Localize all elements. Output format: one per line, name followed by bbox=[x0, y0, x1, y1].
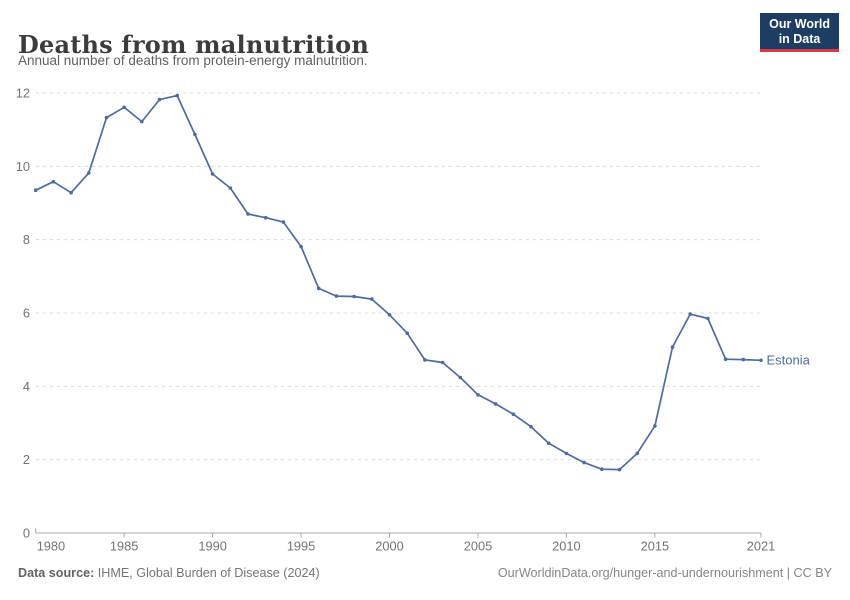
y-tick-label: 10 bbox=[16, 159, 30, 174]
y-tick-label: 2 bbox=[23, 452, 30, 467]
data-point bbox=[228, 186, 233, 190]
data-point bbox=[405, 331, 410, 336]
x-tick-label: 2000 bbox=[375, 539, 403, 554]
data-point bbox=[352, 294, 356, 299]
data-point bbox=[617, 467, 622, 472]
data-point bbox=[546, 441, 551, 446]
data-point bbox=[104, 115, 109, 120]
x-tick-label: 1980 bbox=[37, 539, 65, 554]
data-point bbox=[529, 424, 533, 429]
owid-logo-line2: in Data bbox=[778, 31, 821, 46]
chart-subtitle: Annual number of deaths from protein-ene… bbox=[18, 53, 368, 68]
data-point bbox=[175, 93, 179, 98]
y-tick-label: 6 bbox=[23, 306, 30, 321]
data-point bbox=[635, 451, 639, 456]
series-points-estonia bbox=[33, 93, 763, 472]
y-axis-labels: 0 2 4 6 8 10 12 bbox=[16, 86, 30, 541]
data-point bbox=[476, 393, 480, 397]
data-point bbox=[263, 215, 268, 220]
x-tick-label: 1990 bbox=[198, 539, 226, 554]
data-point bbox=[33, 188, 38, 192]
data-source-label: Data source: bbox=[18, 566, 95, 580]
data-point bbox=[670, 345, 675, 349]
data-point bbox=[299, 244, 303, 249]
data-point bbox=[741, 357, 746, 362]
owid-logo-line1: Our World bbox=[769, 17, 830, 31]
data-point bbox=[316, 286, 321, 291]
credit-link[interactable]: OurWorldinData.org/hunger-and-undernouri… bbox=[497, 566, 832, 580]
y-tick-label: 12 bbox=[16, 86, 30, 101]
data-point bbox=[210, 172, 215, 176]
data-point bbox=[246, 212, 250, 216]
data-point bbox=[334, 294, 339, 298]
data-point bbox=[140, 119, 144, 124]
data-point bbox=[157, 97, 162, 102]
data-point bbox=[440, 360, 445, 365]
y-tick-label: 8 bbox=[23, 232, 30, 247]
x-tick-label: 1995 bbox=[287, 539, 315, 554]
chart-footer: Data source: IHME, Global Burden of Dise… bbox=[18, 566, 832, 580]
data-point bbox=[511, 412, 516, 417]
y-tick-label: 0 bbox=[23, 526, 30, 541]
owid-logo[interactable]: Our World in Data bbox=[760, 13, 839, 52]
data-point bbox=[281, 220, 286, 224]
data-point bbox=[493, 402, 498, 406]
data-point bbox=[706, 316, 710, 321]
data-point bbox=[87, 171, 91, 175]
data-point bbox=[723, 357, 728, 362]
data-point bbox=[653, 424, 657, 428]
x-tick-label: 2015 bbox=[641, 539, 669, 554]
data-point bbox=[423, 358, 427, 362]
x-axis-ticks bbox=[35, 528, 762, 538]
x-tick-label: 2005 bbox=[464, 539, 492, 554]
data-point bbox=[387, 313, 392, 317]
data-point bbox=[51, 179, 56, 184]
x-tick-label: 2010 bbox=[552, 539, 580, 554]
data-point bbox=[458, 375, 463, 380]
series-line-estonia[interactable] bbox=[34, 94, 762, 471]
data-point bbox=[564, 451, 569, 456]
data-point bbox=[582, 460, 586, 465]
data-point bbox=[69, 190, 73, 195]
data-source: Data source: IHME, Global Burden of Dise… bbox=[18, 566, 320, 580]
data-point bbox=[122, 105, 126, 110]
gridlines bbox=[35, 92, 761, 534]
page-title: Deaths from malnutrition bbox=[18, 30, 370, 60]
data-point bbox=[193, 132, 197, 137]
x-axis-labels: 1980 1985 1990 1995 2000 2005 2010 2015 2021 bbox=[37, 539, 776, 554]
data-point bbox=[759, 358, 763, 363]
x-tick-label: 2021 bbox=[747, 539, 775, 554]
data-source-text: IHME, Global Burden of Disease (2024) bbox=[94, 566, 320, 580]
data-point bbox=[600, 467, 604, 472]
x-tick-label: 1985 bbox=[110, 539, 138, 554]
data-point bbox=[688, 312, 692, 316]
data-point bbox=[370, 297, 374, 301]
y-tick-label: 4 bbox=[23, 379, 30, 394]
series-end-label[interactable]: Estonia bbox=[767, 353, 811, 368]
